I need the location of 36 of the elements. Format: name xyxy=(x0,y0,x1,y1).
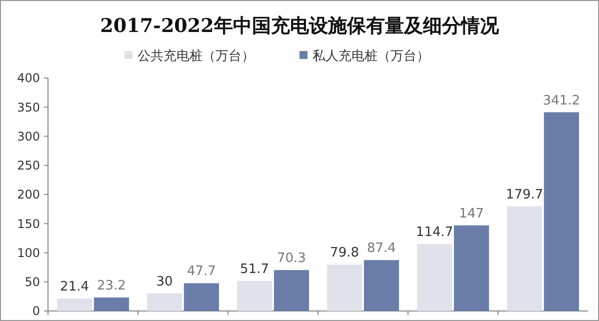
y-tick-label: 100 xyxy=(17,246,40,260)
y-tick-label: 50 xyxy=(24,275,40,290)
bar xyxy=(417,244,452,311)
data-label: 23.2 xyxy=(96,278,126,294)
data-label: 87.4 xyxy=(366,241,396,256)
y-tick-label: 200 xyxy=(17,188,40,202)
bar xyxy=(454,225,489,311)
bar xyxy=(237,280,272,311)
chart-title: 2017-2022年中国充电设施保有量及细分情况 xyxy=(100,15,500,37)
data-label: 51.7 xyxy=(240,262,270,277)
data-label: 21.4 xyxy=(60,280,90,295)
bar xyxy=(184,283,219,311)
bar xyxy=(147,294,182,311)
bar xyxy=(57,298,92,311)
data-label: 70.3 xyxy=(276,251,306,266)
y-tick-label: 0 xyxy=(32,304,40,318)
bar xyxy=(364,260,399,311)
y-tick-label: 150 xyxy=(17,216,40,231)
data-label: 147 xyxy=(459,206,484,222)
y-tick-label: 350 xyxy=(17,100,40,114)
data-label: 30 xyxy=(156,274,173,290)
data-label: 79.8 xyxy=(330,246,360,261)
bar xyxy=(327,264,362,311)
bar xyxy=(507,206,542,311)
y-tick-label: 250 xyxy=(17,158,40,173)
y-tick-label: 400 xyxy=(17,71,40,86)
legend-label: 公共充电桩（万台） xyxy=(138,49,254,64)
data-label: 179.7 xyxy=(506,187,544,202)
y-tick-label: 300 xyxy=(17,129,40,144)
data-label: 114.7 xyxy=(416,225,454,240)
bar xyxy=(94,297,129,311)
data-label: 341.2 xyxy=(542,93,580,108)
data-label: 47.7 xyxy=(186,264,216,280)
bar xyxy=(274,270,309,311)
bar xyxy=(544,112,579,311)
legend-label: 私人充电桩（万台） xyxy=(312,49,430,64)
